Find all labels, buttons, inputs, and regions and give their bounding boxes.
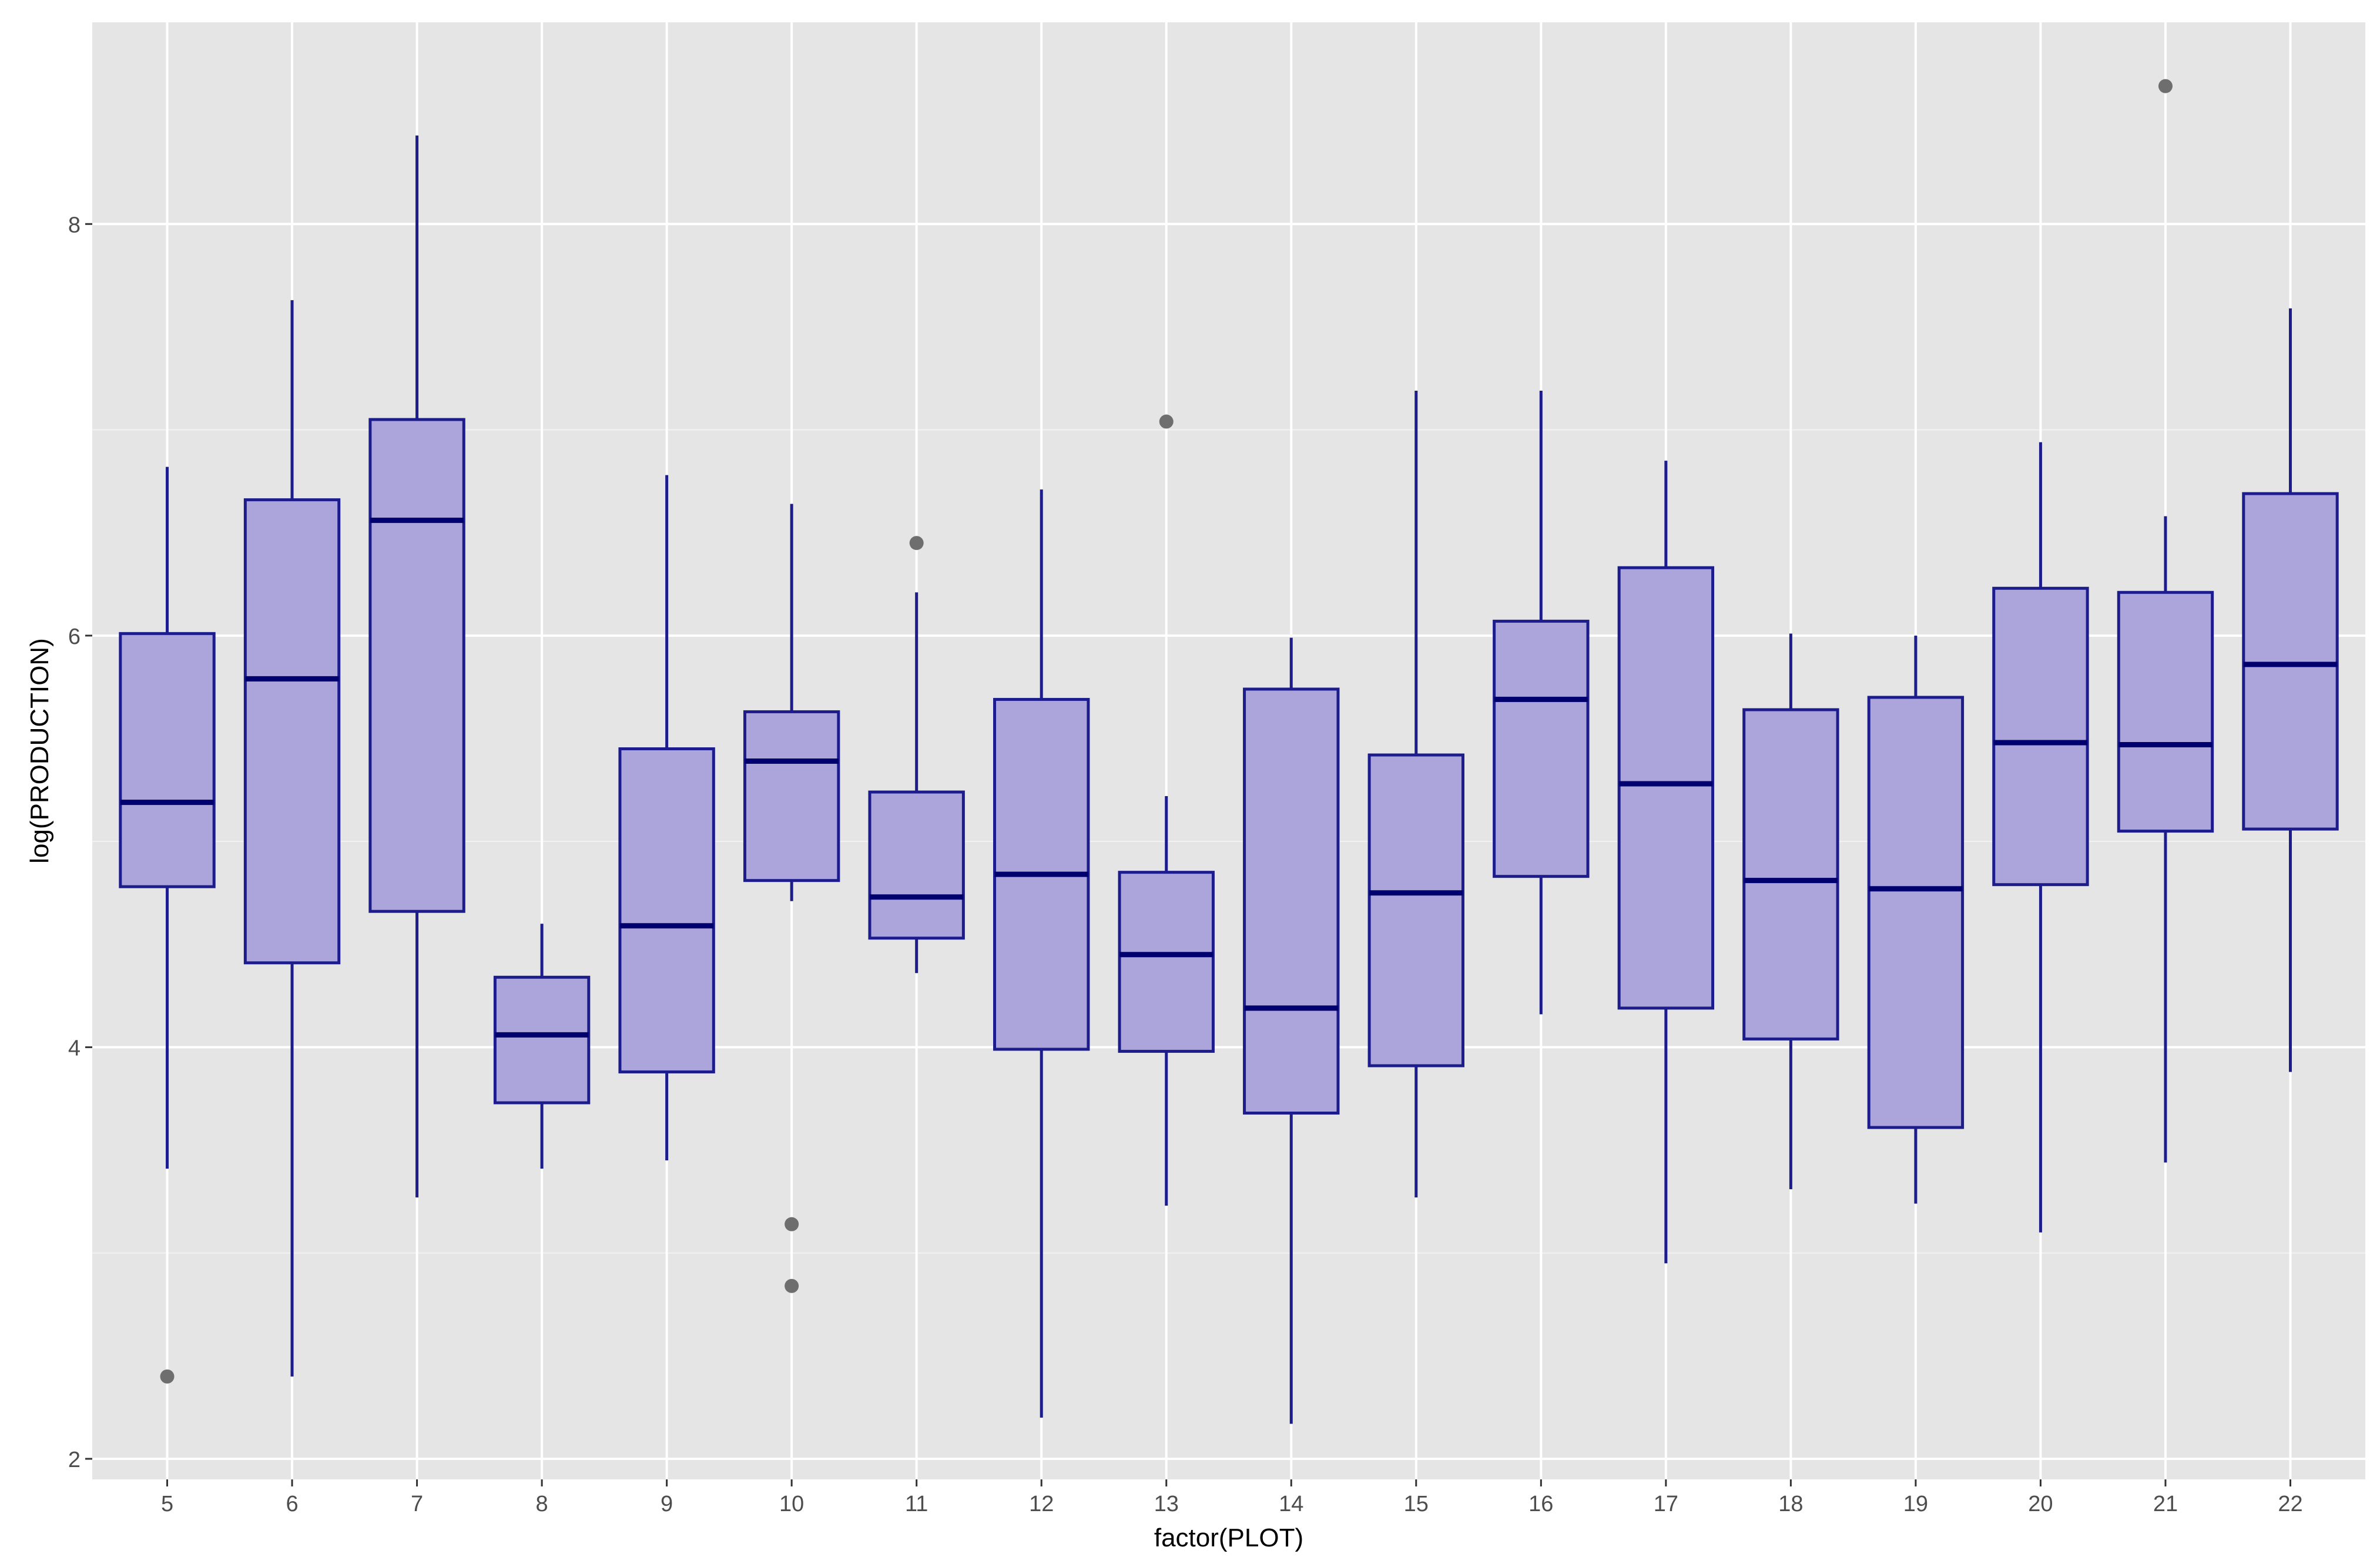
box-iqr [868, 790, 965, 940]
box-20 [1992, 442, 2089, 1233]
x-tick-label: 17 [1654, 1492, 1678, 1516]
grid-minor [92, 429, 2365, 1254]
box-7 [368, 135, 465, 1198]
x-tick-label: 8 [536, 1492, 548, 1516]
outlier-point [160, 1369, 175, 1384]
x-tick-label: 18 [1778, 1492, 1803, 1516]
x-tick-label: 10 [779, 1492, 804, 1516]
x-tick-label: 7 [411, 1492, 423, 1516]
box-6 [243, 300, 341, 1377]
x-tick-label: 15 [1404, 1492, 1429, 1516]
y-tick-label: 2 [68, 1448, 81, 1472]
x-tick-label: 5 [161, 1492, 173, 1516]
outlier-point [2158, 79, 2173, 93]
box-13 [1118, 414, 1215, 1206]
boxes [119, 79, 2339, 1424]
box-iqr [743, 710, 840, 882]
x-tick-label: 14 [1279, 1492, 1303, 1516]
box-18 [1742, 633, 1839, 1190]
y-axis: 2 4 6 8 [68, 213, 92, 1472]
outlier-point [785, 1278, 799, 1293]
box-iqr [493, 975, 591, 1105]
y-tick-label: 4 [68, 1036, 81, 1060]
box-iqr [1367, 753, 1464, 1068]
box-iqr [1243, 687, 1340, 1115]
box-17 [1617, 461, 1715, 1264]
box-16 [1493, 391, 1590, 1015]
box-12 [993, 489, 1090, 1418]
box-iqr [1867, 696, 1965, 1129]
outlier-point [785, 1217, 799, 1231]
box-iqr [1118, 871, 1215, 1053]
x-tick-label: 22 [2278, 1492, 2302, 1516]
box-iqr [119, 632, 216, 888]
box-5 [119, 466, 216, 1384]
box-iqr [2242, 492, 2339, 831]
box-iqr [1992, 586, 2089, 887]
outlier-point [909, 536, 924, 551]
x-tick-label: 19 [1903, 1492, 1928, 1516]
box-iqr [243, 498, 341, 965]
x-tick-label: 16 [1528, 1492, 1553, 1516]
x-tick-label: 21 [2153, 1492, 2178, 1516]
box-iqr [368, 418, 465, 913]
box-iqr [1617, 566, 1715, 1010]
box-iqr [1493, 619, 1590, 878]
box-11 [868, 536, 965, 974]
box-iqr [2117, 590, 2214, 833]
y-tick-label: 6 [68, 625, 81, 649]
x-tick-label: 6 [286, 1492, 298, 1516]
box-21 [2117, 79, 2214, 1163]
box-19 [1867, 635, 1965, 1204]
x-axis: 5 6 7 8 9 10 11 12 13 14 15 16 17 18 19 20 21 22 [161, 1479, 2303, 1516]
x-tick-label: 11 [905, 1492, 928, 1516]
box-15 [1367, 391, 1464, 1198]
box-iqr [618, 747, 715, 1073]
x-tick-label: 13 [1154, 1492, 1179, 1516]
box-iqr [1742, 708, 1839, 1041]
x-tick-label: 9 [661, 1492, 673, 1516]
y-tick-label: 8 [68, 213, 81, 237]
box-22 [2242, 308, 2339, 1072]
box-8 [493, 924, 591, 1169]
x-tick-label: 12 [1029, 1492, 1054, 1516]
y-axis-title: log(PRODUCTION) [25, 638, 54, 864]
x-tick-label: 20 [2028, 1492, 2053, 1516]
box-10 [743, 504, 840, 1293]
x-axis-title: factor(PLOT) [1154, 1523, 1303, 1552]
plot-panel [92, 22, 2365, 1479]
box-14 [1243, 637, 1340, 1424]
outlier-point [1159, 414, 1174, 429]
box-9 [618, 475, 715, 1161]
